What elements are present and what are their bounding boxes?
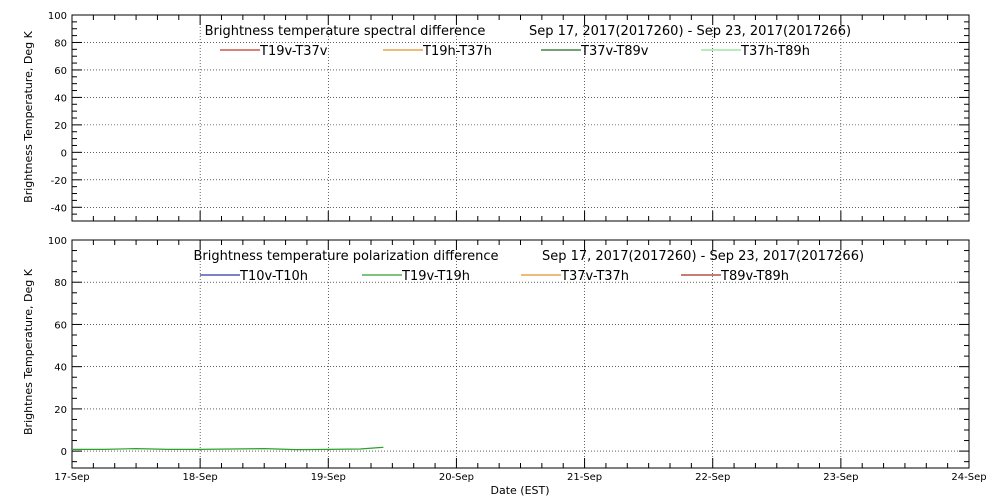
spectral-legend: T19v-T37v T19h-T37h T37v-T89v T37h-T89h (220, 44, 810, 59)
polarization-difference-panel: Brightness temperature polarization diff… (22, 236, 987, 483)
spectral-y-tick-label: 0 (61, 148, 67, 159)
polarization-legend-label: T19v-T19h (401, 269, 470, 284)
spectral-chart-title: Brightness temperature spectral differen… (205, 24, 486, 39)
spectral-y-tick-label: 40 (54, 93, 67, 104)
x-axis-label: Date (EST) (490, 484, 549, 497)
spectral-legend-label: T37h-T89h (740, 44, 810, 59)
x-tick-label: 20-Sep (439, 472, 474, 483)
polarization-y-tick-label: 60 (54, 320, 67, 331)
spectral-y-axis-label: Brightness Temperature, Deg K (22, 30, 35, 202)
spectral-y-tick-label: 20 (54, 121, 67, 132)
spectral-difference-panel: Brightness temperature spectral differen… (22, 11, 970, 222)
polarization-chart-title: Brightness temperature polarization diff… (193, 249, 498, 264)
x-tick-label: 24-Sep (951, 472, 986, 483)
polarization-chart-subtitle: Sep 17, 2017(2017260) - Sep 23, 2017(201… (542, 249, 864, 264)
spectral-y-tick-label: 60 (54, 66, 67, 77)
polarization-y-tick-label: 20 (54, 405, 67, 416)
polarization-y-axis-label: Brightnes Temperature, Deg K (22, 268, 35, 435)
x-tick-label: 19-Sep (311, 472, 346, 483)
spectral-y-tick-label: -20 (51, 176, 67, 187)
spectral-chart-subtitle: Sep 17, 2017(2017260) - Sep 23, 2017(201… (529, 24, 851, 39)
x-tick-label: 23-Sep (823, 472, 858, 483)
x-tick-label: 21-Sep (567, 472, 602, 483)
polarization-y-tick-label: 0 (61, 447, 67, 458)
spectral-y-tick-label: 80 (54, 38, 67, 49)
polarization-y-tick-label: 40 (54, 363, 67, 374)
polarization-legend: T10v-T10h T19v-T19h T37v-T37h T89v-T89h (200, 269, 789, 284)
x-tick-label: 22-Sep (695, 472, 730, 483)
polarization-y-tick-label: 80 (54, 278, 67, 289)
x-tick-label: 17-Sep (54, 472, 89, 483)
spectral-y-tick-label: -40 (51, 203, 67, 214)
spectral-legend-label: T19h-T37h (422, 44, 492, 59)
polarization-series-line (72, 446, 384, 451)
spectral-y-tick-label: 100 (48, 11, 67, 22)
spectral-legend-label: T37v-T89v (580, 44, 649, 59)
spectral-legend-label: T19v-T37v (259, 44, 328, 59)
polarization-legend-label: T10v-T10h (239, 269, 308, 284)
polarization-y-tick-label: 100 (48, 236, 67, 247)
x-tick-label: 18-Sep (183, 472, 218, 483)
polarization-legend-label: T37v-T37h (560, 269, 629, 284)
polarization-legend-label: T89v-T89h (720, 269, 789, 284)
